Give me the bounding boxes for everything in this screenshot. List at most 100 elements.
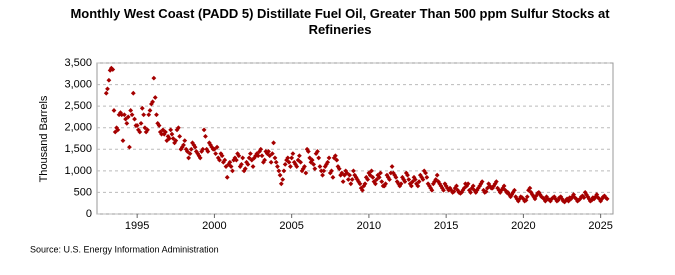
data-point — [408, 183, 414, 189]
data-point — [362, 181, 368, 187]
data-point — [336, 166, 342, 172]
data-point — [272, 155, 278, 161]
data-point — [345, 177, 351, 182]
data-point — [461, 185, 467, 191]
data-point — [268, 159, 274, 165]
data-point — [196, 153, 202, 159]
data-point — [311, 161, 316, 167]
data-point — [233, 157, 239, 163]
data-point — [239, 161, 244, 167]
data-point — [164, 138, 170, 144]
data-point — [227, 159, 233, 165]
data-point — [145, 127, 150, 133]
data-point — [483, 189, 489, 194]
data-point — [177, 133, 183, 139]
data-point — [128, 108, 134, 113]
data-point — [501, 183, 507, 189]
data-point — [484, 185, 490, 191]
data-point — [312, 166, 318, 172]
data-point — [597, 196, 602, 202]
data-point — [385, 174, 391, 180]
data-point — [351, 168, 356, 174]
data-point — [291, 159, 297, 165]
data-point — [187, 151, 193, 156]
y-tick-label: 2,000 — [64, 122, 92, 134]
data-point — [401, 177, 407, 182]
data-point — [154, 112, 159, 118]
data-point — [169, 131, 175, 137]
data-point — [586, 196, 592, 202]
data-point — [348, 181, 354, 187]
data-point — [155, 121, 161, 126]
data-point — [334, 157, 340, 163]
data-point — [242, 166, 248, 172]
data-point — [497, 190, 503, 195]
data-point — [240, 155, 246, 161]
data-point — [427, 183, 432, 189]
data-point — [508, 194, 513, 200]
data-point — [296, 153, 302, 159]
data-point — [321, 168, 327, 174]
data-point — [130, 90, 136, 96]
data-point — [132, 116, 137, 122]
data-point — [150, 99, 156, 105]
data-point — [137, 129, 143, 135]
data-point — [209, 144, 215, 150]
data-point — [363, 174, 369, 180]
data-point — [415, 183, 421, 189]
data-point — [438, 183, 444, 189]
data-point — [393, 174, 399, 180]
data-point — [182, 138, 188, 144]
data-point — [230, 168, 235, 174]
data-point — [218, 151, 224, 156]
data-point — [166, 136, 172, 141]
data-point — [244, 159, 249, 165]
data-point — [197, 155, 203, 161]
data-point — [156, 123, 162, 128]
data-point — [299, 168, 305, 174]
data-point — [487, 183, 493, 189]
data-point — [320, 172, 325, 178]
data-point — [165, 133, 171, 139]
data-point — [309, 157, 315, 163]
data-point — [262, 157, 268, 163]
data-point — [302, 164, 307, 169]
x-tick-label: 2000 — [202, 220, 226, 232]
data-point — [505, 190, 511, 195]
data-point — [213, 151, 219, 156]
data-point — [510, 190, 516, 195]
chart-title: Monthly West Coast (PADD 5) Distillate F… — [70, 6, 610, 37]
data-point — [327, 170, 333, 176]
data-point — [289, 155, 295, 161]
data-point — [479, 179, 485, 185]
data-point — [405, 172, 410, 178]
data-point — [127, 144, 132, 150]
data-point — [271, 140, 276, 146]
data-point — [360, 187, 365, 193]
data-point — [325, 159, 331, 165]
data-point — [111, 108, 117, 113]
data-point — [248, 151, 253, 156]
y-axis-label: Thousand Barrels — [38, 95, 50, 182]
x-tick-label: 2015 — [434, 220, 458, 232]
data-point — [224, 174, 230, 180]
data-point — [176, 125, 181, 131]
data-point — [286, 159, 292, 165]
data-point — [369, 168, 374, 174]
data-point — [370, 174, 376, 180]
data-point — [448, 187, 454, 193]
data-point — [237, 164, 243, 169]
data-point — [273, 159, 279, 165]
data-point — [116, 112, 122, 118]
data-point — [152, 95, 158, 100]
data-point — [285, 155, 291, 161]
data-point — [477, 183, 483, 189]
data-point — [106, 77, 112, 83]
y-tick-label: 500 — [74, 186, 92, 198]
data-point — [347, 172, 352, 178]
data-point — [315, 149, 320, 154]
data-point — [398, 181, 404, 187]
data-point — [124, 121, 130, 126]
source-note: Source: U.S. Energy Information Administ… — [30, 244, 219, 254]
